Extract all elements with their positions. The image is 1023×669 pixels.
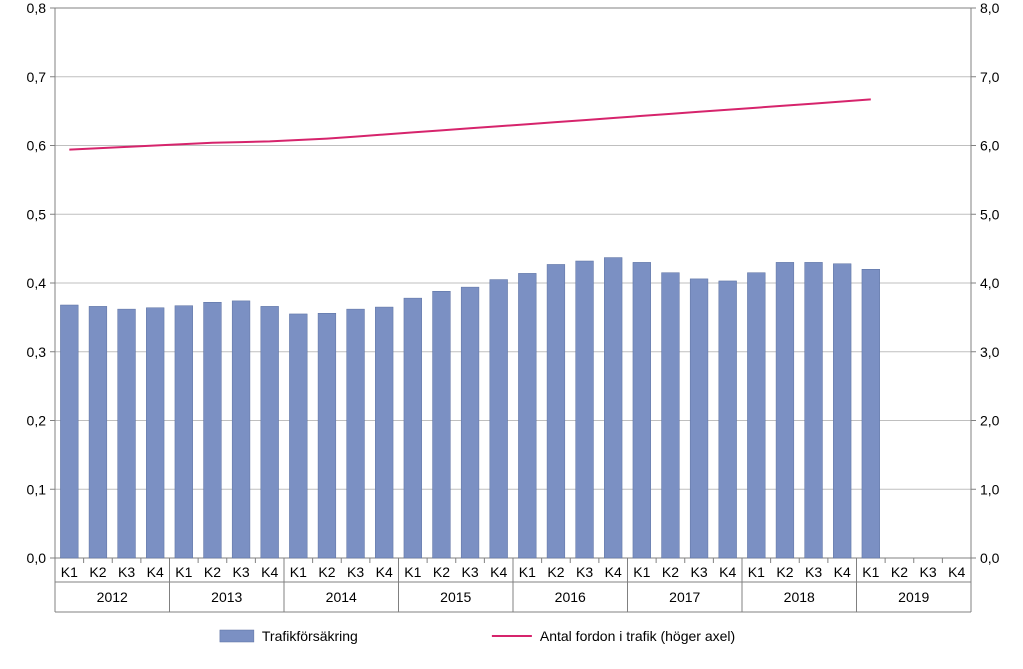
x-axis-quarter-label: K4 [719, 564, 736, 580]
right-axis-tick-label: 3,0 [980, 344, 1000, 360]
bar [690, 279, 708, 558]
bar [633, 262, 651, 558]
bar [204, 302, 222, 558]
right-axis-tick-label: 6,0 [980, 138, 1000, 154]
x-axis-quarter-label: K4 [834, 564, 851, 580]
bar [261, 306, 279, 558]
chart-container: 0,0 0,1 0,2 0,3 0,4 0,5 0,6 0,7 0,8 0,0 1,0 2,0 3,0 4… [0, 0, 1023, 669]
x-axis-year-label: 2013 [211, 589, 242, 605]
right-axis-tick-label: 5,0 [980, 206, 1000, 222]
x-axis-quarter-label: K2 [204, 564, 221, 580]
x-axis-quarter-label: K1 [862, 564, 879, 580]
bar [232, 301, 250, 558]
x-axis-quarter-label: K2 [89, 564, 106, 580]
x-axis-quarter-label: K2 [776, 564, 793, 580]
bar [862, 269, 880, 558]
x-axis-quarter-label: K3 [920, 564, 937, 580]
x-axis-year-label: 2018 [784, 589, 815, 605]
x-axis-quarter-label: K1 [748, 564, 765, 580]
right-axis-tick-label: 2,0 [980, 413, 1000, 429]
bar [146, 308, 164, 558]
bar [433, 291, 451, 558]
left-axis-tick-label: 0,7 [27, 69, 47, 85]
bar [490, 280, 508, 558]
x-axis-quarter-label: K2 [891, 564, 908, 580]
bar [404, 298, 422, 558]
x-axis-quarter-label: K4 [605, 564, 622, 580]
x-axis-quarter-label: K4 [490, 564, 507, 580]
x-axis-quarter-label: K3 [347, 564, 364, 580]
left-axis-tick-label: 0,6 [27, 138, 47, 154]
left-axis-tick-label: 0,0 [27, 550, 47, 566]
right-axis-tick-label: 8,0 [980, 0, 1000, 16]
bar [375, 307, 393, 558]
left-axis-tick-label: 0,4 [27, 275, 47, 291]
bar [461, 287, 479, 558]
bar [347, 309, 365, 558]
bar [118, 309, 136, 558]
chart-svg: 0,0 0,1 0,2 0,3 0,4 0,5 0,6 0,7 0,8 0,0 1,0 2,0 3,0 4… [0, 0, 1023, 669]
x-axis-quarter-label: K3 [691, 564, 708, 580]
bar [833, 264, 851, 558]
bar [662, 273, 680, 558]
x-axis-year-label: 2017 [669, 589, 700, 605]
legend-line-label: Antal fordon i trafik (höger axel) [540, 628, 735, 644]
x-axis-quarter-label: K2 [433, 564, 450, 580]
x-axis-year-label: 2019 [898, 589, 929, 605]
x-axis-year-label: 2012 [97, 589, 128, 605]
x-axis-year-label: 2014 [326, 589, 357, 605]
x-axis-quarter-label: K1 [61, 564, 78, 580]
x-axis-year-label: 2015 [440, 589, 471, 605]
bar [719, 281, 737, 558]
x-axis-quarter-label: K3 [576, 564, 593, 580]
left-axis-tick-label: 0,1 [27, 481, 47, 497]
bar [60, 305, 78, 558]
bar [805, 262, 823, 558]
x-axis-quarter-label: K3 [462, 564, 479, 580]
x-axis-quarter-label: K4 [147, 564, 164, 580]
x-axis-quarter-label: K1 [290, 564, 307, 580]
x-axis-quarter-label: K4 [376, 564, 393, 580]
x-axis-quarter-label: K2 [547, 564, 564, 580]
bar [604, 258, 622, 558]
x-axis-quarter-label: K3 [233, 564, 250, 580]
bar [518, 273, 536, 558]
left-axis-tick-label: 0,8 [27, 0, 47, 16]
bar [547, 264, 565, 558]
bar [175, 306, 193, 558]
bar [576, 261, 594, 558]
right-axis-tick-label: 0,0 [980, 550, 1000, 566]
x-axis-quarter-label: K1 [175, 564, 192, 580]
left-axis-tick-label: 0,3 [27, 344, 47, 360]
right-axis-tick-label: 4,0 [980, 275, 1000, 291]
x-axis-quarter-label: K2 [662, 564, 679, 580]
left-axis-tick-label: 0,2 [27, 413, 47, 429]
right-axis-tick-label: 1,0 [980, 481, 1000, 497]
x-axis-quarter-label: K4 [261, 564, 278, 580]
bar [747, 273, 765, 558]
bar [318, 313, 336, 558]
x-axis-quarter-label: K1 [404, 564, 421, 580]
bar [289, 314, 307, 558]
x-axis-quarter-label: K4 [948, 564, 965, 580]
legend-bar-label: Trafikförsäkring [262, 628, 358, 644]
right-axis-tick-label: 7,0 [980, 69, 1000, 85]
bar [776, 262, 794, 558]
x-axis-quarter-label: K3 [118, 564, 135, 580]
bar [89, 306, 107, 558]
left-axis-tick-label: 0,5 [27, 206, 47, 222]
x-axis-quarter-label: K3 [805, 564, 822, 580]
legend-bar-swatch [220, 630, 254, 642]
x-axis-quarter-label: K1 [633, 564, 650, 580]
x-axis-quarter-label: K2 [318, 564, 335, 580]
x-axis-year-label: 2016 [555, 589, 586, 605]
x-axis-quarter-label: K1 [519, 564, 536, 580]
